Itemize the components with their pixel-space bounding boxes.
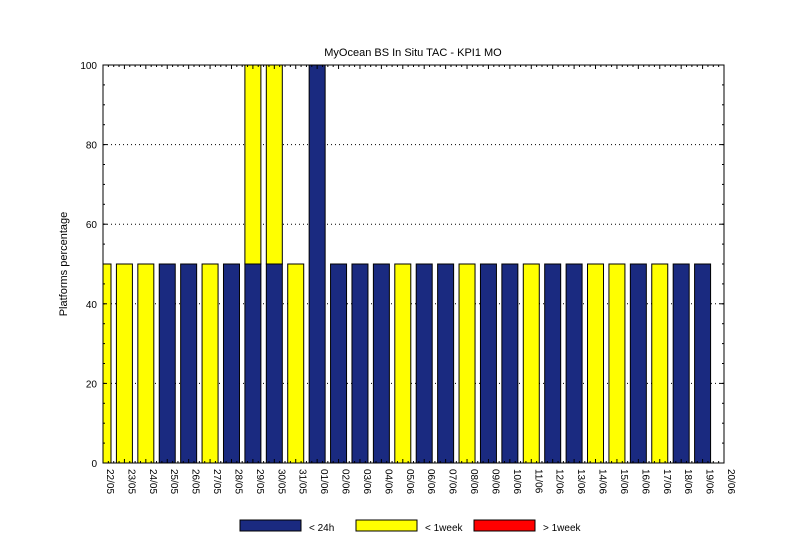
x-tick-label: 27/05 — [211, 469, 222, 494]
x-tick-label: 16/06 — [639, 469, 650, 494]
bar-24h-19 — [501, 263, 519, 464]
legend-label: < 1week — [425, 523, 464, 534]
bar-24h-7 — [244, 263, 262, 464]
y-axis-label: Platforms percentage — [58, 212, 70, 317]
legend-label: < 24h — [309, 523, 334, 534]
x-tick-label: 17/06 — [661, 469, 672, 494]
x-tick-label: 09/06 — [489, 469, 500, 494]
bar-1week-14 — [394, 263, 412, 464]
bar-1week-26 — [651, 263, 669, 464]
bar-1week-5 — [201, 263, 219, 464]
bar-24h-6 — [222, 263, 240, 464]
bar-24h-16 — [437, 263, 455, 464]
bar-24h-28 — [694, 263, 712, 464]
x-tick-label: 29/05 — [254, 469, 265, 494]
y-axis: 0 20 40 60 80 100 — [80, 61, 724, 470]
bar-1week-2 — [137, 263, 155, 464]
bar-1week-17 — [458, 263, 476, 464]
bar-24h-13 — [372, 263, 390, 464]
bar-1week-23 — [587, 263, 605, 464]
x-tick-label: 05/06 — [404, 469, 415, 494]
x-tick-label: 28/05 — [232, 469, 243, 494]
bar-24h-15 — [415, 263, 433, 464]
legend-swatch — [355, 519, 418, 532]
legend: < 24h < 1week > 1week — [239, 519, 582, 534]
x-tick-label: 19/06 — [704, 469, 715, 494]
x-tick-label: 31/05 — [297, 469, 308, 494]
x-tick-label: 14/06 — [597, 469, 608, 494]
bar-24h-11 — [330, 263, 348, 464]
x-tick-label: 15/06 — [618, 469, 629, 494]
x-tick-label: 13/06 — [575, 469, 586, 494]
y-tick-label: 20 — [86, 379, 98, 390]
bar-24h-3 — [158, 263, 176, 464]
bar-24h-18 — [479, 263, 497, 464]
x-tick-label: 12/06 — [554, 469, 565, 494]
bar-24h-12 — [351, 263, 369, 464]
x-tick-label: 24/05 — [147, 469, 158, 494]
legend-swatch — [473, 519, 536, 532]
x-tick-label: 04/06 — [382, 469, 393, 494]
x-tick-label: 02/06 — [340, 469, 351, 494]
x-tick-label: 26/05 — [190, 469, 201, 494]
bar-24h-10 — [308, 64, 326, 464]
x-tick-label: 30/05 — [275, 469, 286, 494]
bar-24h-22 — [565, 263, 583, 464]
y-tick-label: 60 — [86, 220, 98, 231]
y-tick-label: 80 — [86, 141, 98, 152]
x-tick-label: 18/06 — [682, 469, 693, 494]
bar-1week-8 — [265, 64, 283, 265]
x-tick-label: 25/05 — [168, 469, 179, 494]
x-tick-label: 01/06 — [318, 469, 329, 494]
bar-24h-25 — [629, 263, 647, 464]
x-tick-label: 11/06 — [532, 469, 543, 494]
bars — [102, 64, 712, 464]
y-tick-label: 0 — [91, 459, 97, 470]
x-axis: 22/05 23/05 24/05 25/05 26/05 27/05 28/05 29/05… — [102, 65, 736, 494]
x-tick-label: 23/05 — [125, 469, 136, 494]
x-tick-label: 08/06 — [468, 469, 479, 494]
bar-1week-7 — [244, 64, 262, 265]
bar-1week-24 — [608, 263, 626, 464]
x-tick-label: 10/06 — [511, 469, 522, 494]
x-tick-label: 07/06 — [447, 469, 458, 494]
x-tick-label: 22/05 — [104, 469, 115, 494]
bar-1week-20 — [522, 263, 540, 464]
x-tick-label: 06/06 — [425, 469, 436, 494]
legend-swatch — [239, 519, 302, 532]
y-tick-label: 100 — [80, 61, 97, 72]
bar-24h-4 — [180, 263, 198, 464]
chart-title: MyOcean BS In Situ TAC - KPI1 MO — [324, 47, 502, 59]
legend-label: > 1week — [543, 523, 582, 534]
bar-24h-27 — [672, 263, 690, 464]
y-tick-label: 40 — [86, 300, 98, 311]
bar-1week-1 — [115, 263, 133, 464]
x-tick-label: 03/06 — [361, 469, 372, 494]
bar-24h-8 — [265, 263, 283, 464]
bar-24h-21 — [544, 263, 562, 464]
bar-1week-9 — [287, 263, 305, 464]
x-tick-label: 20/06 — [725, 469, 736, 494]
